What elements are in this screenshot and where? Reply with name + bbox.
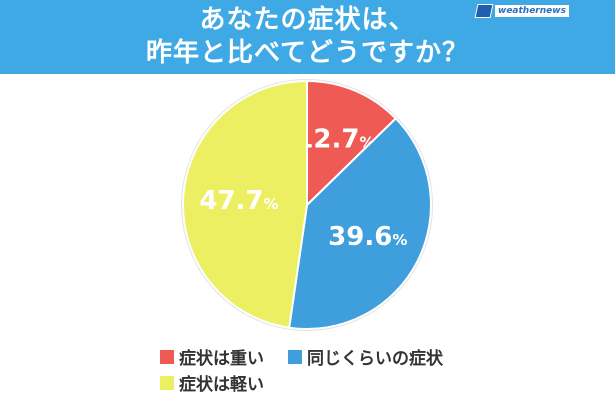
legend-label-mild: 症状は軽い	[179, 375, 264, 395]
logo-mark-icon	[474, 4, 494, 18]
pie-chart: 12.7%39.6%47.7%	[181, 79, 433, 331]
legend-label-severe: 症状は重い	[179, 349, 264, 369]
pie-slice-severe	[306, 79, 398, 208]
pie-slice-same	[288, 117, 432, 330]
weathernews-logo: weathernews	[474, 4, 569, 18]
title-line-2: 昨年と比べてどうですか？	[146, 38, 469, 68]
pie-chart-area: 12.7% 39.6% 47.7%	[0, 74, 615, 336]
legend-swatch-same	[288, 349, 302, 364]
pie-slice-mild	[182, 79, 308, 329]
chart-title: あなたの症状は、 昨年と比べてどうですか？	[0, 4, 615, 70]
data-label-same: 39.6%	[328, 222, 407, 252]
title-line-1: あなたの症状は、	[199, 5, 416, 35]
legend: 症状は重い 同じくらいの症状 症状は軽い	[160, 340, 580, 396]
legend-item-mild: 症状は軽い	[160, 370, 264, 395]
logo-text: weathernews	[495, 5, 569, 17]
legend-item-same: 同じくらいの症状	[288, 344, 443, 369]
legend-swatch-mild	[160, 375, 174, 390]
title-banner: あなたの症状は、 昨年と比べてどうですか？ weathernews	[0, 0, 615, 74]
legend-swatch-severe	[160, 349, 174, 364]
legend-item-severe: 症状は重い	[160, 344, 264, 369]
data-label-mild: 47.7%	[199, 186, 278, 216]
legend-label-same: 同じくらいの症状	[307, 349, 443, 369]
